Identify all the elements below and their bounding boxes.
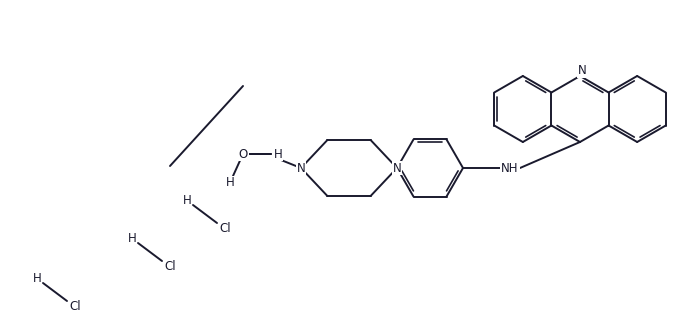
Text: Cl: Cl — [219, 222, 231, 235]
Text: H: H — [274, 147, 283, 160]
Text: H: H — [33, 272, 41, 284]
Text: N: N — [296, 161, 306, 175]
Text: NH: NH — [501, 161, 519, 175]
Text: Cl: Cl — [69, 299, 81, 313]
Text: Cl: Cl — [164, 260, 176, 272]
Text: H: H — [182, 193, 191, 206]
Text: N: N — [578, 64, 586, 77]
Text: N: N — [393, 161, 402, 175]
Text: H: H — [127, 232, 136, 245]
Text: O: O — [238, 147, 248, 160]
Text: H: H — [226, 177, 235, 190]
